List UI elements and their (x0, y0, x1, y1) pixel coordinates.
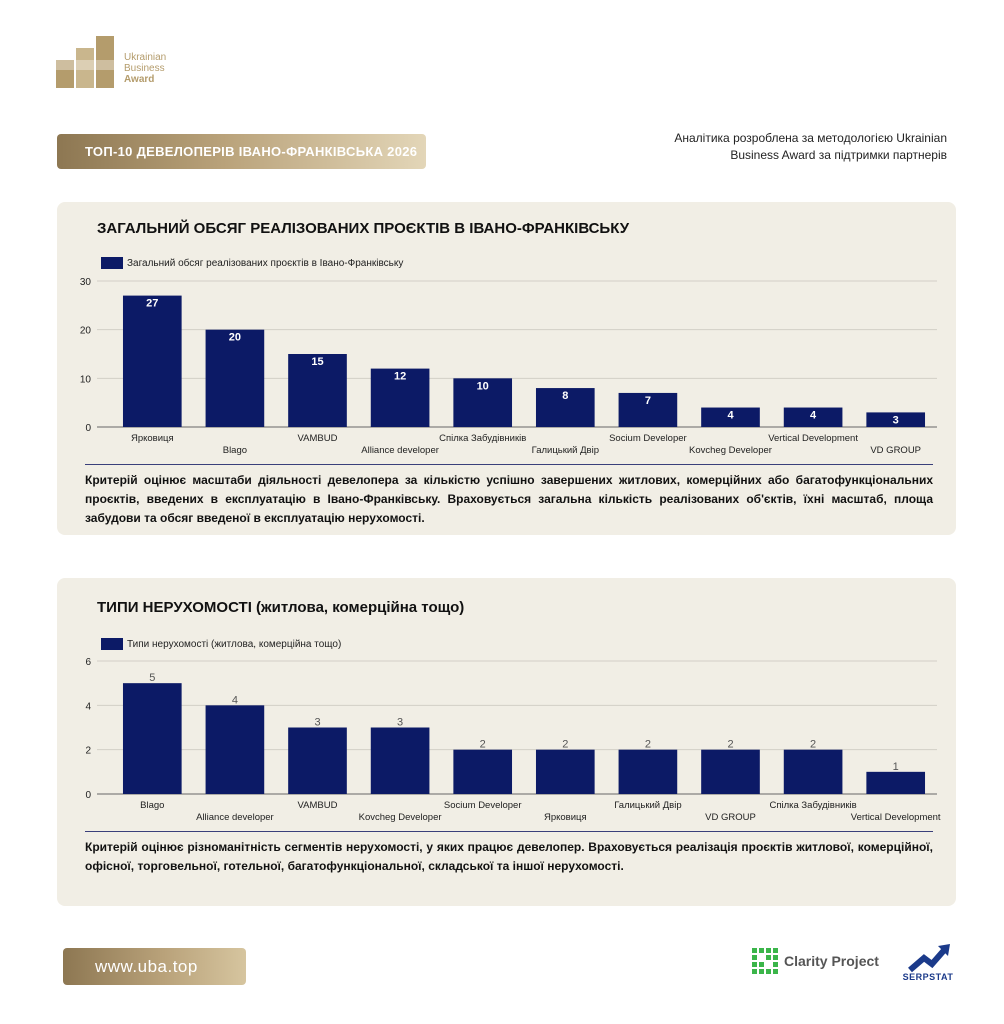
y-tick-label: 10 (80, 374, 92, 385)
bar (535, 749, 595, 794)
clarity-icon (752, 948, 778, 974)
bar (122, 295, 182, 427)
website-link[interactable]: www.uba.top (63, 948, 246, 985)
data-label: 10 (477, 380, 489, 392)
data-label: 12 (394, 371, 406, 383)
chart-legend: Загальний обсяг реалізованих проєктів в … (101, 257, 403, 269)
data-label: 2 (727, 739, 733, 751)
chart-card-projects: ЗАГАЛЬНИЙ ОБСЯГ РЕАЛІЗОВАНИХ ПРОЄКТІВ В … (57, 202, 956, 535)
data-label: 3 (397, 717, 403, 729)
x-tick-label: Alliance developer (361, 445, 439, 456)
x-tick-label: Socium Developer (444, 800, 522, 811)
chart-card-property-types: ТИПИ НЕРУХОМОСТІ (житлова, комерційна то… (57, 578, 956, 906)
x-tick-label: VD GROUP (870, 445, 921, 456)
data-label: 2 (810, 739, 816, 751)
x-tick-label: Спілка Забудівників (769, 800, 856, 811)
data-label: 2 (480, 739, 486, 751)
serpstat-label: SERPSTAT (902, 972, 954, 982)
y-tick-label: 2 (85, 746, 91, 757)
x-tick-label: Ярковиця (544, 812, 587, 823)
bar (866, 771, 926, 794)
x-tick-label: Kovcheg Developer (689, 445, 772, 456)
data-label: 3 (893, 414, 899, 426)
bar (618, 392, 678, 427)
y-tick-label: 30 (80, 277, 92, 288)
chart-title: ТИПИ НЕРУХОМОСТІ (житлова, комерційна то… (97, 599, 465, 616)
bar (866, 412, 926, 427)
bar (453, 749, 513, 794)
bar (783, 749, 843, 794)
x-tick-label: VAMBUD (298, 433, 338, 444)
bar (288, 354, 347, 427)
bar (701, 407, 760, 427)
bar (370, 368, 430, 427)
bar (783, 407, 843, 427)
data-label: 27 (146, 298, 158, 310)
logo-line-2: Business (124, 63, 165, 74)
logo-line-1: Ukrainian (124, 52, 167, 63)
data-label: 4 (810, 410, 817, 422)
x-tick-label: Ярковиця (131, 433, 174, 444)
legend-swatch (101, 257, 123, 269)
chart-legend: Типи нерухомості (житлова, комерційна то… (101, 638, 341, 650)
chart-note: Критерій оцінює масштаби діяльності деве… (85, 464, 933, 528)
x-tick-label: Спілка Забудівників (439, 433, 526, 444)
x-tick-label: Vertical Development (851, 812, 941, 823)
bar (618, 749, 678, 794)
bar (122, 683, 182, 794)
chart-title: ЗАГАЛЬНИЙ ОБСЯГ РЕАЛІЗОВАНИХ ПРОЄКТІВ В … (97, 220, 630, 237)
bar (370, 727, 430, 794)
x-tick-label: Alliance developer (196, 812, 274, 823)
data-label: 5 (149, 672, 155, 684)
chart-note: Критерій оцінює різноманітність сегменті… (85, 831, 933, 876)
y-tick-label: 4 (85, 701, 91, 712)
x-tick-label: Blago (223, 445, 247, 456)
legend-label: Типи нерухомості (житлова, комерційна то… (127, 638, 342, 650)
data-label: 4 (727, 410, 734, 422)
header-note: Аналітика розроблена за методологією Ukr… (674, 131, 947, 162)
data-label: 1 (893, 761, 899, 773)
x-tick-label: Kovcheg Developer (359, 812, 442, 823)
bar (701, 749, 760, 794)
bar (288, 727, 347, 794)
logo-line-3: Award (124, 74, 155, 85)
x-tick-label: Socium Developer (609, 433, 687, 444)
bar-chart-projects: 0 10 20 30 27 Ярковиця 20 Blago 15 VAMBUD 12 Allian… (80, 277, 937, 456)
uba-logo (56, 36, 114, 88)
y-tick-label: 6 (85, 657, 91, 668)
x-tick-label: VAMBUD (298, 800, 338, 811)
x-tick-label: Галицький Двір (614, 800, 681, 811)
clarity-project-logo: Clarity Project (752, 948, 879, 974)
logo-text: Ukrainian Business Award (124, 52, 166, 85)
bar-chart-property-types: 0 2 4 6 5 Blago 4 Alliance developer 3 VAMBUD 3 Kov… (85, 657, 941, 823)
data-label: 7 (645, 395, 651, 407)
data-label: 8 (562, 390, 568, 402)
legend-swatch (101, 638, 123, 650)
data-label: 2 (645, 739, 651, 751)
clarity-label: Clarity Project (784, 953, 879, 969)
page-title: ТОП-10 ДЕВЕЛОПЕРІВ ІВАНО-ФРАНКІВСЬКА 202… (57, 134, 426, 169)
x-tick-label: Vertical Development (768, 433, 858, 444)
bar (205, 329, 265, 427)
x-tick-label: Blago (140, 800, 164, 811)
y-tick-label: 0 (85, 790, 91, 801)
legend-label: Загальний обсяг реалізованих проєктів в … (127, 257, 404, 269)
serpstat-icon (908, 944, 950, 973)
data-label: 4 (232, 694, 238, 706)
bar (453, 378, 513, 427)
y-tick-label: 0 (85, 423, 91, 434)
data-label: 15 (311, 356, 323, 368)
bar (205, 705, 265, 794)
data-label: 20 (229, 332, 241, 344)
x-tick-label: VD GROUP (705, 812, 756, 823)
y-tick-label: 20 (80, 326, 92, 337)
data-label: 2 (562, 739, 568, 751)
data-label: 3 (314, 717, 320, 729)
bar (535, 388, 595, 427)
x-tick-label: Галицький Двір (532, 445, 599, 456)
